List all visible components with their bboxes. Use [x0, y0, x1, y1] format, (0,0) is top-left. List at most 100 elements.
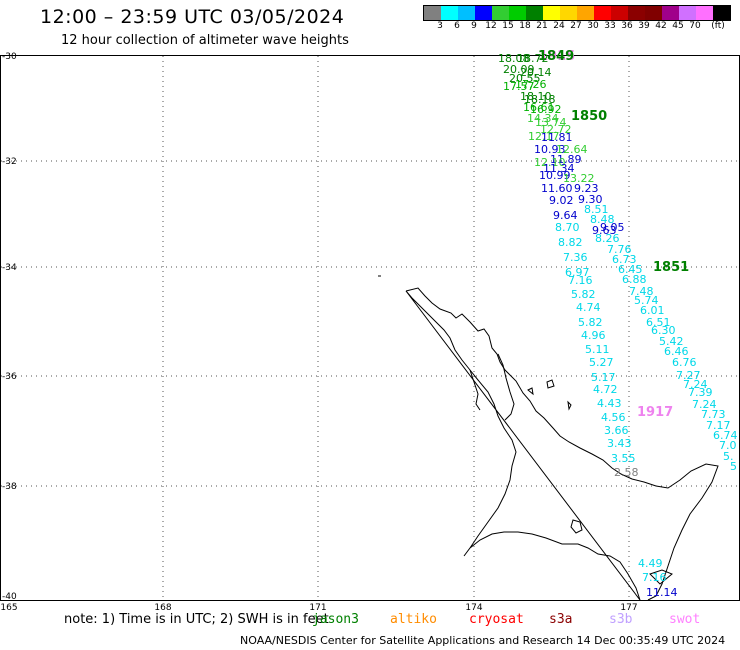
wave-height-value: 4.56 — [601, 411, 626, 424]
coastline-kaipara — [469, 369, 481, 411]
wave-height-value: 7.36 — [563, 251, 588, 264]
wave-height-value: 12.64 — [556, 143, 588, 156]
wave-height-value: 11.34 — [543, 162, 575, 175]
lon-label-177: 177 — [620, 603, 638, 613]
coastline-coromandel — [497, 353, 515, 421]
footer-note: note: 1) Time is in UTC; 2) SWH is in fe… — [64, 612, 329, 627]
wave-height-value: 5.82 — [571, 288, 596, 301]
coastline — [378, 275, 719, 601]
colorbar-swatch — [526, 6, 543, 20]
wave-height-value: 10.99 — [539, 169, 571, 182]
colorbar-swatch — [679, 6, 696, 20]
wave-height-value: 7.48 — [629, 285, 654, 298]
wave-height-value: 5.74 — [634, 294, 659, 307]
wave-height-value: 6.73 — [612, 253, 637, 266]
colorbar-label: 36 — [621, 21, 633, 31]
lat-label-36: -36 — [2, 372, 17, 382]
wave-height-value: 11.60 — [541, 182, 573, 195]
wave-height-value: 5.27 — [589, 356, 614, 369]
colorbar-label: 24 — [553, 21, 565, 31]
wave-height-value: 8.26 — [595, 232, 620, 245]
wave-height-value: 9.23 — [574, 182, 599, 195]
wave-height-value: 6.51 — [646, 316, 671, 329]
wave-height-value: 9.02 — [549, 194, 574, 207]
lat-label-38: -38 — [2, 482, 17, 492]
track-time-swot-1: 1915 — [539, 49, 576, 64]
wave-height-value: 11.81 — [541, 131, 573, 144]
colorbar-swatch — [560, 6, 577, 20]
wave-height-value: 20.09 — [503, 63, 535, 76]
wave-height-value: 12.17 — [528, 130, 560, 143]
wave-height-value: 6.01 — [640, 304, 665, 317]
wave-height-value: 7.39 — [688, 386, 713, 399]
wave-height-value: 17.57 — [503, 80, 535, 93]
wave-height-value: 5. — [723, 450, 734, 463]
lat-label-30: -30 — [2, 52, 17, 62]
satellite-cryosat: cryosat — [469, 612, 524, 627]
wave-height-value: 6.76 — [672, 356, 697, 369]
colorbar-swatch — [458, 6, 475, 20]
wave-height-value: 7.17 — [706, 419, 731, 432]
colorbar-legend — [423, 5, 731, 21]
wave-height-value: 9.64 — [553, 209, 578, 222]
coastline-island-5 — [570, 519, 583, 534]
satellite-s3b: s3b — [609, 612, 633, 627]
colorbar-swatch — [475, 6, 492, 20]
satellite-s3a: s3a — [549, 612, 573, 627]
wave-height-value: 5.11 — [585, 343, 610, 356]
wave-height-value: 3.43 — [607, 437, 632, 450]
coastline-island-2 — [527, 387, 534, 396]
colorbar-label: 45 — [672, 21, 684, 31]
wave-height-value: 7.73 — [701, 408, 726, 421]
wave-height-value: 11.89 — [550, 153, 582, 166]
wave-height-value: 18.18 — [524, 93, 556, 106]
colorbar-swatch — [662, 6, 679, 20]
wave-height-value: 6.74 — [713, 429, 738, 442]
colorbar-swatch — [492, 6, 509, 20]
lon-label-165: 165 — [0, 603, 18, 613]
wave-height-value: 7.76 — [607, 243, 632, 256]
wave-height-value: 7.24 — [683, 378, 708, 391]
colorbar-label: (ft) — [711, 21, 725, 31]
wave-height-value: 18.10 — [520, 90, 552, 103]
wave-height-value: 4.43 — [597, 397, 622, 410]
colorbar-label: 15 — [502, 21, 514, 31]
wave-height-value: 8.51 — [584, 203, 609, 216]
wave-height-value: 7.16 — [568, 274, 593, 287]
wave-height-value: 8.82 — [558, 236, 583, 249]
satellite-jason3: jason3 — [312, 612, 359, 627]
wave-height-value: 6.45 — [618, 263, 643, 276]
wave-height-value: 7.16 — [642, 571, 667, 584]
track-time-jason-2: 1850 — [571, 109, 608, 124]
colorbar-swatch — [424, 6, 441, 20]
wave-height-value: 10.93 — [534, 143, 566, 156]
wave-height-value: 6.97 — [565, 266, 590, 279]
colorbar-swatch — [509, 6, 526, 20]
colorbar-swatch — [628, 6, 645, 20]
wave-height-value: 13.22 — [563, 172, 595, 185]
coastline-north-island — [405, 287, 719, 601]
colorbar-label: 70 — [689, 21, 701, 31]
wave-height-value: 9.30 — [578, 193, 603, 206]
colorbar-label: 18 — [519, 21, 531, 31]
lat-label-40: -40 — [2, 592, 17, 602]
wave-height-value: 5.82 — [578, 316, 603, 329]
track-time-jason-1: 1849 — [538, 49, 575, 64]
lon-label-168: 168 — [154, 603, 172, 613]
colorbar-label: 9 — [471, 21, 477, 31]
colorbar-swatch — [577, 6, 594, 20]
wave-height-value: 14.34 — [527, 112, 559, 125]
wave-height-value: 13.74 — [535, 116, 567, 129]
colorbar-label: 42 — [655, 21, 667, 31]
wave-height-value: 5 — [730, 460, 737, 473]
colorbar-swatch — [645, 6, 662, 20]
wave-height-value: 6.88 — [622, 273, 647, 286]
colorbar-swatch — [713, 6, 730, 20]
wave-height-value: 2.58 — [614, 466, 639, 479]
page-subtitle: 12 hour collection of altimeter wave hei… — [61, 33, 349, 48]
colorbar-swatch — [543, 6, 560, 20]
wave-height-value: 4.74 — [576, 301, 601, 314]
wave-height-value: 4.96 — [581, 329, 606, 342]
wave-height-value: 18.72 — [517, 52, 549, 65]
